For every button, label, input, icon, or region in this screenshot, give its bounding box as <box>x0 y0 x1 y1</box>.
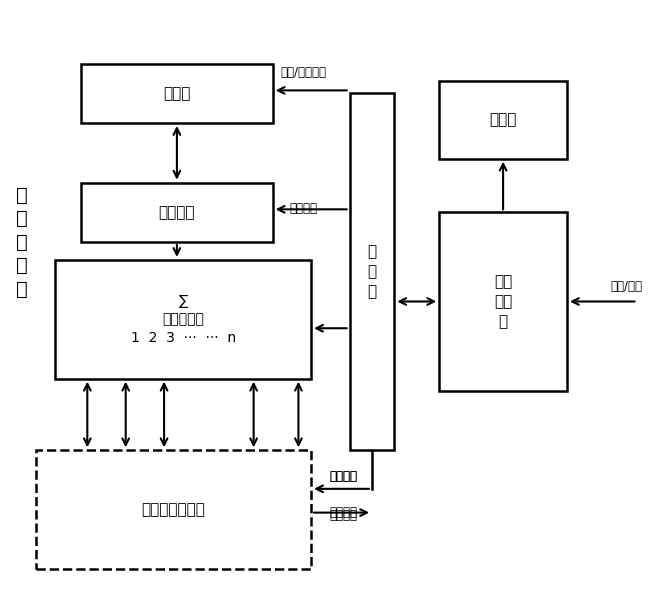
Text: ∑
方位模拟器
1  2  3  ···  ···  n: ∑ 方位模拟器 1 2 3 ··· ··· n <box>131 294 236 345</box>
Bar <box>36 450 311 569</box>
Text: 功率程控: 功率程控 <box>290 202 318 215</box>
Text: 信号源: 信号源 <box>163 86 191 101</box>
Text: 鼠标/键盘: 鼠标/键盘 <box>610 280 643 292</box>
Text: 控制数据: 控制数据 <box>329 470 357 483</box>
Text: 接
口
板: 接 口 板 <box>367 244 376 299</box>
Text: 控制
计算
机: 控制 计算 机 <box>494 274 512 329</box>
Bar <box>439 212 567 391</box>
Text: 目
标
模
拟
器: 目 标 模 拟 器 <box>16 186 28 298</box>
Bar <box>439 81 567 159</box>
Text: 显示屏: 显示屏 <box>489 113 517 128</box>
Bar <box>81 64 273 123</box>
Text: 回传数据: 回传数据 <box>329 508 357 522</box>
Bar <box>349 93 395 450</box>
Bar <box>55 260 311 379</box>
Text: 延时/频率控制: 延时/频率控制 <box>281 66 327 78</box>
Text: 相控阵询问系统: 相控阵询问系统 <box>142 502 205 517</box>
Text: 回传数据: 回传数据 <box>329 505 357 519</box>
Bar <box>81 183 273 242</box>
Text: 控制数据: 控制数据 <box>329 470 357 483</box>
Text: 可变衰减: 可变衰减 <box>159 205 195 220</box>
